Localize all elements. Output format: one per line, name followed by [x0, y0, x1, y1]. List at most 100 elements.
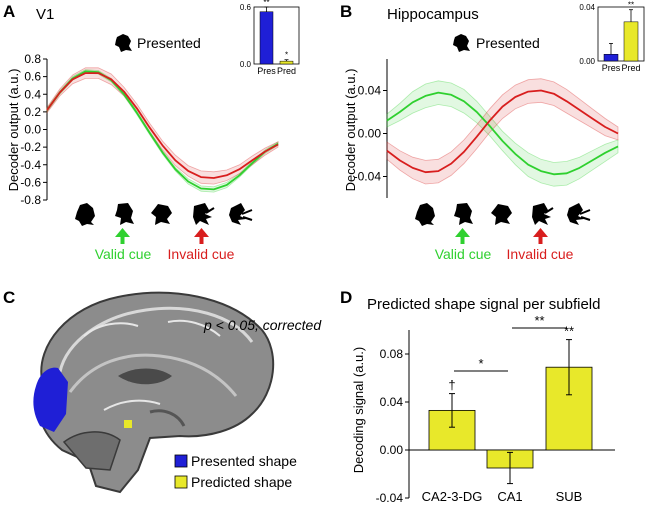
panel-b: B Hippocampus Presented Decoder output (…	[340, 1, 645, 262]
y-tick-label: -0.8	[20, 193, 41, 207]
predicted-shape-cluster	[124, 420, 132, 428]
y-tick-label: 0.00	[358, 127, 382, 141]
y-tick-label: 0.8	[24, 52, 41, 66]
error-band-valid	[386, 80, 619, 187]
panel-b-letter: B	[340, 2, 352, 21]
inset-y-tick-label: 0.6	[240, 3, 252, 12]
panel-a-invalid-arrow-icon	[194, 228, 209, 244]
y-tick-label: 0.0	[24, 123, 41, 137]
panel-b-shape-sequence	[415, 202, 591, 226]
presented-shape-icon	[453, 34, 470, 52]
panel-b-valid-cue-label: Valid cue	[435, 246, 492, 262]
legend-label-presented: Presented shape	[191, 453, 297, 469]
inset-category-label: Pred	[621, 63, 640, 73]
panel-a-invalid-cue-label: Invalid cue	[168, 246, 235, 262]
panel-c-letter: C	[3, 288, 15, 307]
panel-a-valid-arrow-icon	[115, 228, 130, 244]
shape-icon	[75, 203, 95, 226]
panel-a-y-axis-label: Decoder output (a.u.)	[6, 69, 21, 192]
inset-y-tick-label: 0.04	[579, 3, 595, 12]
error-band-invalid	[46, 67, 279, 185]
series-line-invalid	[46, 72, 279, 179]
panel-a: A V1 Presented Decoder output (a.u.) 0.8…	[3, 0, 300, 262]
significance-label: **	[564, 324, 574, 339]
inset-bar	[279, 60, 294, 65]
significance-label: †	[448, 378, 455, 393]
comparison-significance-label: *	[478, 356, 483, 371]
panel-b-title: Hippocampus	[387, 6, 479, 23]
error-band-valid	[46, 69, 279, 193]
panel-a-plot	[46, 59, 279, 200]
shape-icon	[454, 203, 473, 225]
comparison-significance-label: **	[534, 313, 544, 328]
shape-icon	[566, 202, 591, 226]
legend-label-predicted: Predicted shape	[191, 474, 292, 490]
panel-a-title: V1	[36, 6, 54, 23]
panel-d-title: Predicted shape signal per subfield	[367, 296, 600, 313]
panel-a-shape-sequence	[75, 202, 253, 226]
panel-b-valid-arrow-icon	[455, 228, 470, 244]
inset-category-label: Pred	[277, 66, 296, 76]
category-label: CA1	[497, 489, 522, 504]
y-tick-label: 0.6	[24, 70, 41, 84]
category-label: CA2-3-DG	[422, 489, 483, 504]
shape-icon	[491, 204, 512, 225]
y-tick-label: 0.4	[24, 87, 41, 101]
presented-shape-cluster	[33, 367, 68, 432]
legend-swatch-presented	[174, 454, 188, 468]
panel-c-stat-note: p < 0.05, corrected	[203, 317, 322, 333]
y-tick-label: 0.04	[358, 84, 382, 98]
panel-a-y-ticks: 0.8 0.6 0.4 0.2 0.0 -0.2 -0.4 -0.6 -0.8	[20, 52, 47, 207]
legend-swatch-predicted	[174, 475, 188, 489]
inset-y-tick-label: 0.00	[579, 57, 595, 66]
y-tick-label: 0.04	[380, 395, 404, 409]
panel-a-presented-label: Presented	[137, 35, 201, 51]
panel-d: D Predicted shape signal per subfield De…	[340, 288, 615, 505]
inset-significance-label: **	[263, 0, 269, 7]
panel-b-inset-chart: 0.04 0.00 Pres ** Pred	[579, 1, 645, 73]
series-line-valid	[46, 70, 279, 191]
y-tick-label: -0.2	[20, 140, 41, 154]
inset-y-tick-label: 0.0	[240, 60, 252, 69]
inset-category-label: Pres	[602, 63, 621, 73]
panel-b-presented-label: Presented	[476, 35, 540, 51]
presented-shape-icon	[115, 34, 132, 52]
y-tick-label: -0.04	[376, 491, 404, 505]
inset-bar	[623, 21, 639, 62]
panel-a-letter: A	[3, 2, 15, 21]
series-line-invalid	[386, 89, 619, 174]
panel-d-plot: 0.080.040.00-0.04†CA2-3-DG CA1**SUB***	[376, 313, 615, 505]
panel-d-letter: D	[340, 288, 352, 307]
shape-icon	[228, 202, 253, 226]
panel-b-invalid-cue-label: Invalid cue	[507, 246, 574, 262]
brain-sagittal-image	[33, 291, 275, 494]
inset-category-label: Pres	[257, 66, 276, 76]
shape-icon	[415, 203, 435, 226]
inset-significance-label: *	[285, 51, 288, 60]
panel-b-y-ticks: 0.04 0.00 -0.04	[354, 84, 387, 184]
panel-a-inset-chart: 0.6 0.0 ** Pres * Pred	[240, 0, 300, 76]
panel-a-valid-cue-label: Valid cue	[95, 246, 152, 262]
inset-bar	[603, 54, 619, 62]
y-tick-label: -0.6	[20, 175, 41, 189]
y-tick-label: -0.04	[354, 170, 382, 184]
series-line-valid	[386, 91, 619, 176]
panel-c: C p < 0.05, corrected Presented shape Pr…	[3, 288, 322, 494]
shape-icon	[151, 204, 172, 225]
panel-b-plot	[386, 59, 619, 198]
inset-significance-label: **	[628, 1, 634, 10]
panel-b-invalid-arrow-icon	[533, 228, 548, 244]
y-tick-label: 0.00	[380, 443, 404, 457]
y-tick-label: -0.4	[20, 158, 41, 172]
y-tick-label: 0.2	[24, 105, 41, 119]
panel-d-y-axis-label: Decoding signal (a.u.)	[351, 347, 366, 473]
category-label: SUB	[556, 489, 583, 504]
error-band-invalid	[386, 78, 619, 185]
shape-icon	[531, 202, 554, 226]
panel-b-y-axis-label: Decoder output (a.u.)	[343, 69, 358, 192]
shape-icon	[115, 203, 134, 225]
shape-icon	[192, 202, 215, 226]
inset-bar	[259, 11, 274, 65]
y-tick-label: 0.08	[380, 347, 404, 361]
